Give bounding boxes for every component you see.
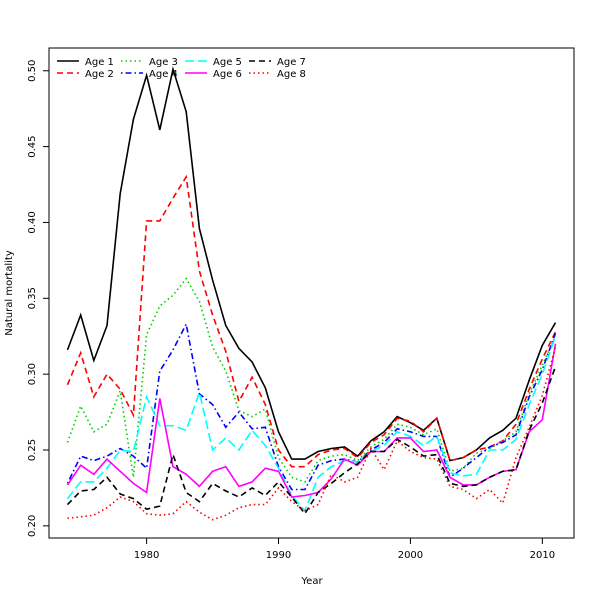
legend-item-age-1: Age 1 (57, 57, 114, 68)
legend-item-age-4: Age 4 (121, 69, 178, 80)
legend-item-age-5: Age 5 (185, 57, 242, 68)
legend-label: Age 7 (277, 57, 306, 68)
legend-item-age-2: Age 2 (57, 69, 114, 80)
x-tick-label: 2010 (530, 550, 555, 561)
y-tick-label: 0.25 (27, 439, 38, 461)
series-line-age-1 (66, 66, 557, 462)
x-tick-label: 1980 (134, 550, 159, 561)
legend-label: Age 3 (149, 57, 178, 68)
x-tick-label: 2000 (398, 550, 423, 561)
x-axis-label: Year (300, 576, 323, 587)
series-line-age-7 (66, 366, 557, 516)
series-line-age-3 (66, 277, 557, 483)
y-axis-label: Natural mortality (4, 250, 15, 336)
y-tick-label: 0.30 (27, 363, 38, 385)
y-tick-label: 0.20 (27, 515, 38, 537)
y-tick-label: 0.50 (27, 60, 38, 82)
legend-label: Age 6 (213, 69, 242, 80)
legend-item-age-6: Age 6 (185, 69, 242, 80)
legend-label: Age 4 (149, 69, 178, 80)
x-tick-label: 1990 (266, 550, 291, 561)
series-line-age-5 (66, 335, 557, 513)
legend-item-age-3: Age 3 (121, 57, 178, 68)
legend-label: Age 2 (85, 69, 114, 80)
y-tick-label: 0.35 (27, 287, 38, 309)
series-line-age-4 (66, 321, 557, 491)
legend-item-age-8: Age 8 (249, 69, 306, 80)
legend-label: Age 1 (85, 57, 114, 68)
legend-item-age-7: Age 7 (249, 57, 306, 68)
legend-label: Age 5 (213, 57, 242, 68)
legend-label: Age 8 (277, 69, 306, 80)
series-line-age-2 (66, 174, 557, 468)
y-tick-label: 0.45 (27, 135, 38, 157)
y-tick-label: 0.40 (27, 211, 38, 233)
plot-frame (48, 47, 575, 539)
